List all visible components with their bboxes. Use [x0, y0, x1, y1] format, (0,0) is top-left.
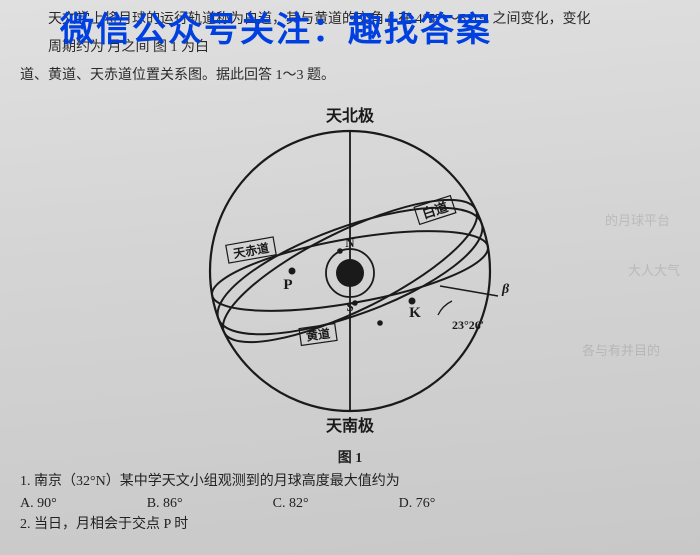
question-1-stem: 1. 南京（32°N）某中学天文小组观测到的月球高度最大值约为 — [20, 471, 680, 493]
figure-1: 天北极 天南极 白道 天赤道 黄道 地球 N S P K β 23°26′ — [20, 91, 680, 441]
option-d: D. 76° — [399, 496, 436, 512]
label-angle: 23°26′ — [452, 318, 484, 332]
option-b: B. 86° — [147, 496, 183, 512]
figure-caption: 图 1 — [20, 447, 680, 467]
ghost-text: 的月球平台 — [605, 210, 670, 229]
ghost-text: 大人大气 — [628, 260, 680, 279]
celestial-sphere-diagram: 天北极 天南极 白道 天赤道 黄道 地球 N S P K β 23°26′ — [180, 91, 520, 441]
label-S: S — [346, 299, 353, 314]
label-N: N — [345, 235, 355, 250]
label-beta: β — [501, 282, 510, 297]
label-earth: 地球 — [340, 267, 361, 280]
question-2-stem: 2. 当日，月相会于交点 P 时 — [20, 514, 680, 536]
passage-line-3: 道、黄道、天赤道位置关系图。据此回答 1～3 题。 — [20, 64, 680, 88]
label-south-pole: 天南极 — [326, 416, 375, 435]
option-c: C. 82° — [273, 496, 309, 512]
watermark-overlay: 微信公众号关注：趣找答案 — [60, 2, 492, 51]
label-K: K — [409, 305, 421, 321]
option-a: A. 90° — [20, 496, 57, 512]
ghost-text: 各与有并目的 — [582, 340, 660, 359]
question-1-options: A. 90° B. 86° C. 82° D. 76° — [20, 496, 680, 512]
label-P: P — [283, 277, 292, 293]
label-north-pole: 天北极 — [326, 106, 375, 125]
